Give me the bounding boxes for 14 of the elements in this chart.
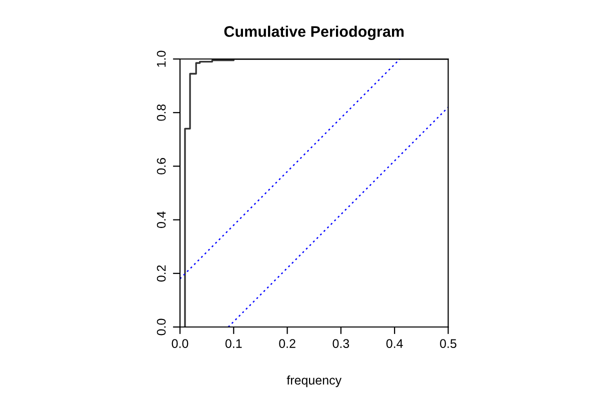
y-tick-label: 1.0 xyxy=(156,50,166,67)
y-tick-label: 0.6 xyxy=(156,158,166,174)
x-tick-label: 0.1 xyxy=(225,339,242,348)
x-tick-label: 0.4 xyxy=(386,339,403,348)
x-tick-label: 0.0 xyxy=(172,339,188,348)
y-tick-label: 0.8 xyxy=(156,104,166,121)
x-axis-title: frequency xyxy=(286,375,342,388)
y-tick-label: 0.0 xyxy=(156,318,166,336)
y-tick-label: 0.2 xyxy=(156,265,166,282)
y-tick-label: 0.4 xyxy=(156,211,166,228)
x-tick-label: 0.5 xyxy=(440,339,456,348)
x-tick-label: 0.3 xyxy=(332,339,350,348)
x-tick-label: 0.2 xyxy=(279,339,296,348)
chart-title: Cumulative Periodogram xyxy=(224,26,404,40)
